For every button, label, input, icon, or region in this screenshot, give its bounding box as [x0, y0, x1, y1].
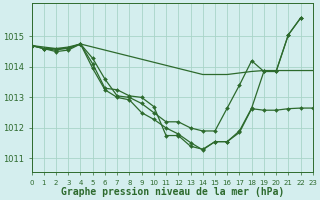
- X-axis label: Graphe pression niveau de la mer (hPa): Graphe pression niveau de la mer (hPa): [60, 187, 284, 197]
